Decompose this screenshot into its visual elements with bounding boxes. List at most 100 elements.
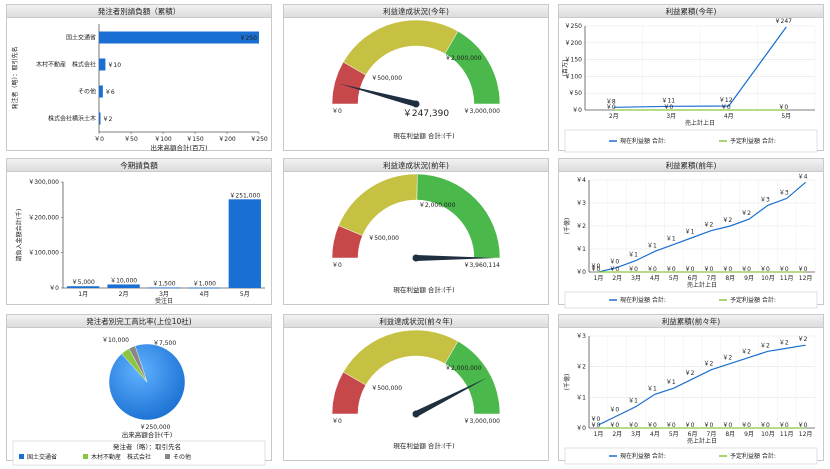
x-tick-label: 3月 [159,291,169,298]
data-label: ￥3 [779,189,789,196]
panel-title: 利益達成状況(前々年) [284,315,548,328]
data-label: ￥1 [628,398,638,405]
x-tick-label: 2月 [612,431,622,438]
gauge-label: 現在利益額 合計:(千) [393,131,454,140]
gauge-tick-label: ￥0 [332,418,342,425]
data-label: ￥251,000 [229,192,260,199]
y-tick-label: ￥2 [576,223,586,230]
data-label: ￥2 [798,336,808,343]
legend-label: 現在利益額 合計: [620,452,666,460]
category-label: 国土交通省 [66,34,96,42]
gauge-tick-label: ￥500,000 [371,75,402,82]
y-tick-label: ￥250 [565,23,583,30]
gauge-band [416,173,501,259]
data-label: ￥0 [685,266,695,273]
x-tick-label: 3月 [631,275,641,282]
y-tick-label: ￥200 [565,40,583,47]
panel-period-contract: 今期請負額 ￥0 ￥100,000 ￥200,000 ￥300,000 ￥5,000 1月… [6,158,272,305]
data-label: ￥0 [685,422,695,429]
data-label: ￥0 [778,104,788,111]
gauge-tick-label: ￥2,000,000 [419,202,456,209]
panel-title: 発注者別請負額（累積） [7,5,271,18]
y-tick-label: ￥3 [576,333,586,340]
panel-title: 発注者別完工高比率(上位10社) [7,315,271,328]
data-label: ￥0 [760,422,770,429]
x-tick-label: 8月 [725,431,735,438]
x-axis-title: 売上計上日 [687,437,717,445]
gauge-tick-label: ￥3,960,114 [463,262,500,269]
x-axis-title: 出来高額合計(百万) [150,143,207,152]
data-label: ￥0 [741,422,751,429]
x-tick-label: ￥250 [250,136,268,143]
x-tick-label: 3月 [631,431,641,438]
data-label: ￥4 [798,173,808,180]
x-tick-label: 8月 [725,275,735,282]
data-label: ￥6 [105,89,115,96]
panel-title: 利益累積(前年) [559,159,823,172]
gauge-this-year: ￥0 ￥500,000 ￥2,000,000 ￥3,000,000 ￥247,390 現在… [331,19,501,140]
y-axis-title: (千億) [563,218,571,235]
data-label: ￥2 [103,116,113,123]
gauge-tick-label: ￥3,000,000 [463,418,500,425]
data-label: ￥12 [719,97,733,104]
gauge-band [342,329,459,386]
cumulative-two-years-ago-chart: ￥0 ￥1 ￥2 ￥3 1月 2月 3月 4月 5月 6月 7月 8月 9月 10月 11月 12月売上計上日… [563,333,818,465]
gauge-hub [412,100,420,108]
data-label: ￥0 [606,104,616,111]
bar [67,286,100,288]
legend-label: 予定利益額 合計: [730,452,776,460]
data-label: ￥0 [704,422,714,429]
y-tick-label: ￥200,000 [28,214,59,221]
data-label: ￥10 [107,62,121,69]
data-label: ￥0 [647,266,657,273]
data-label: ￥0 [663,104,673,111]
panel-title: 利益累積(前々年) [559,315,823,328]
legend-swatch [165,454,170,459]
y-tick-label: ￥0 [576,425,586,432]
y-tick-label: ￥0 [572,107,582,114]
y-axis-title: (千億) [563,374,571,391]
x-tick-label: ￥150 [186,136,204,143]
data-label: ￥0 [666,266,676,273]
data-label: ￥1 [666,379,676,386]
x-tick-label: 12月 [799,275,813,282]
category-label: 木村不動産 株式会社 [36,61,96,69]
series-line [598,344,806,426]
panel-orderer-bar: 発注者別請負額（累積） ￥0 ￥50 ￥100 ￥150 ￥200 ￥250 国土交通省 ￥2… [6,4,272,152]
x-tick-label: ￥100 [154,136,172,143]
data-label: ￥2 [760,342,770,349]
data-label: ￥1 [647,242,657,249]
y-tick-label: ￥2 [576,364,586,371]
x-tick-label: 1月 [594,431,604,438]
data-label: ￥0 [609,422,619,429]
legend-label: 予定利益額 合計: [730,137,776,145]
x-tick-label: 4月 [199,291,209,298]
data-label: ￥2 [722,217,732,224]
y-tick-label: ￥300,000 [28,179,59,186]
x-tick-label: 5月 [240,291,250,298]
panel-title: 利益累積(今年) [559,5,823,18]
x-tick-label: 5月 [781,113,791,120]
legend-box [564,291,818,309]
x-axis-title: 売上計上日 [685,119,715,127]
gauge-band [444,30,501,105]
y-axis-title: 請負入金額合計(千) [15,209,23,262]
bar [99,112,101,125]
x-tick-label: 2月 [609,113,619,120]
legend-title: 発注者（略）：取引先名 [113,442,181,451]
data-label: ￥0 [609,258,619,265]
gauge-needle [414,377,488,417]
data-label: ￥3 [760,196,770,203]
legend-box [564,447,818,465]
legend-label: 予定利益額 合計: [730,296,776,304]
y-axis-title: 発注者（略）：取引先名 [11,46,19,109]
legend-swatch [83,454,88,459]
data-label: ￥0 [609,266,619,273]
y-tick-label: ￥100,000 [28,250,59,257]
panel-cumulative-two-years-ago: 利益累積(前々年) ￥0 ￥1 ￥2 ￥3 1月 2月 3月 4月 5月 6月 7月 8月 9月 10月 1… [558,314,824,465]
data-label: ￥1 [666,235,676,242]
data-label: ￥1 [628,252,638,259]
y-tick-label: ￥100 [565,73,583,80]
data-label: ￥0 [721,104,731,111]
data-label: ￥0 [628,266,638,273]
